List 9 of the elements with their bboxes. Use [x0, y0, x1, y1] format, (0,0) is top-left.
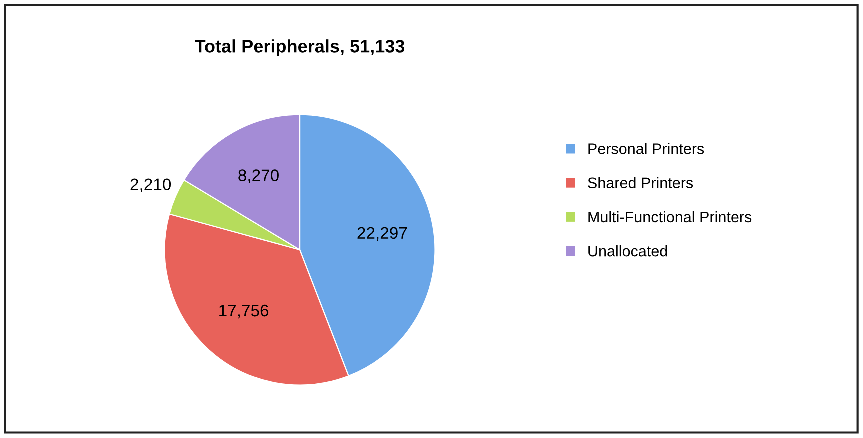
data-label: 2,210 [130, 178, 172, 192]
data-label: 17,756 [220, 304, 269, 319]
data-label: 22,297 [358, 227, 408, 242]
legend-label: Personal Printers [588, 143, 704, 154]
legend-label: Unallocated [588, 246, 668, 257]
data-label: 8,270 [238, 170, 279, 184]
legend-label: Multi-Functional Printers [588, 211, 752, 223]
legend-label: Shared Printers [588, 177, 694, 189]
chart-title: Total Peripherals, 51,133 [195, 40, 405, 56]
